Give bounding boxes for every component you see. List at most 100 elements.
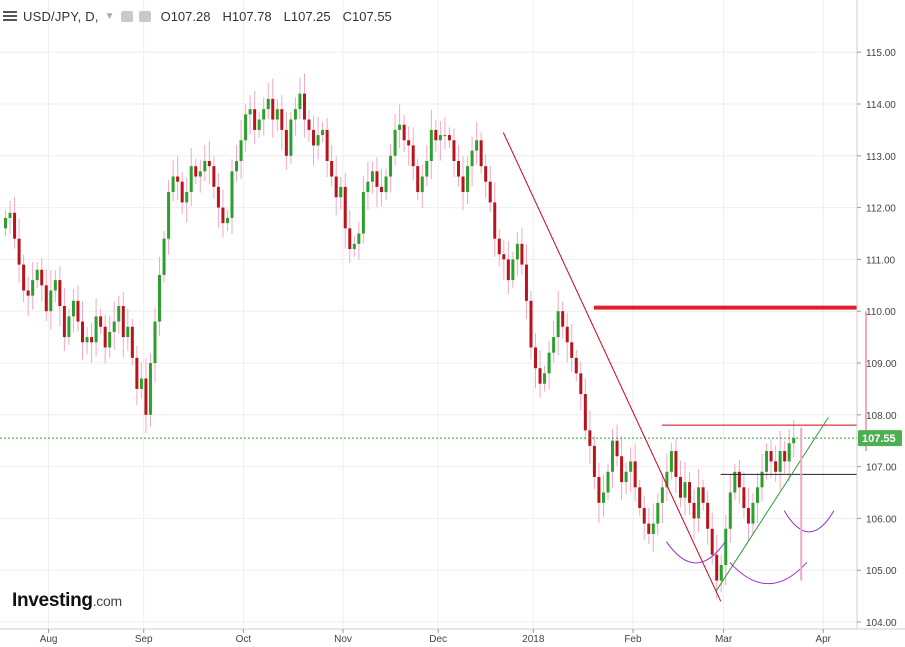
candle-body	[787, 443, 791, 462]
candle-body	[420, 176, 424, 193]
candle-body	[35, 269, 39, 281]
candle	[58, 266, 62, 327]
candle	[683, 461, 687, 516]
time-axis[interactable]: Aug Sep Oct Nov Dec 2018 Feb Mar Apr	[40, 629, 832, 645]
candle-body	[103, 326, 107, 348]
candle-body	[470, 150, 474, 167]
candle	[402, 114, 406, 153]
candle-body	[130, 326, 134, 358]
candle-body	[552, 337, 556, 353]
candle-body	[746, 508, 750, 524]
candle	[357, 221, 361, 260]
candle-body	[760, 471, 764, 488]
y-tick-label: 107.00	[866, 463, 897, 474]
candle-body	[153, 321, 157, 363]
candle	[370, 161, 374, 194]
candle	[783, 441, 787, 474]
candle	[348, 210, 352, 264]
candle-body	[62, 306, 66, 338]
candle	[339, 177, 343, 210]
candle-body	[325, 129, 329, 161]
candle-body	[597, 476, 601, 503]
candle-body	[49, 290, 53, 312]
eye-icon[interactable]	[138, 10, 151, 22]
candle	[257, 111, 261, 138]
candle	[429, 109, 433, 180]
candle	[366, 161, 370, 211]
candle-body	[706, 502, 710, 529]
candle	[515, 231, 519, 276]
candle	[570, 324, 574, 372]
candle	[697, 469, 701, 533]
candle	[8, 200, 12, 235]
candle	[271, 78, 275, 138]
menu-icon[interactable]	[3, 9, 17, 23]
price-axis[interactable]: 104.00 105.00 106.00 107.00 108.00 109.00 110.…	[857, 48, 897, 629]
candle	[35, 261, 39, 288]
y-tick-label: 105.00	[866, 566, 897, 577]
candle	[85, 327, 89, 355]
candle	[751, 493, 755, 536]
candle-body	[389, 155, 393, 177]
candle	[103, 314, 107, 364]
candle	[13, 196, 17, 249]
candle	[420, 164, 424, 209]
candle-body	[307, 119, 311, 130]
candle-body	[656, 502, 660, 524]
candle	[275, 99, 279, 132]
candle-body	[316, 135, 320, 146]
candle-body	[357, 233, 361, 244]
candle-body	[398, 124, 402, 130]
settings-icon[interactable]	[120, 10, 133, 22]
candle-body	[366, 181, 370, 193]
candle-body	[207, 160, 211, 167]
candle	[606, 464, 610, 501]
candle-body	[266, 98, 270, 110]
candle-body	[180, 181, 184, 203]
candle-body	[171, 176, 175, 193]
candle	[312, 115, 316, 166]
candle-body	[112, 321, 116, 332]
candle-body	[615, 440, 619, 457]
candle	[792, 419, 796, 458]
candle-body	[669, 451, 673, 472]
symbol-name[interactable]: USD/JPY	[23, 8, 78, 24]
candle	[497, 228, 501, 267]
interval-label[interactable]: D	[85, 8, 95, 24]
candle-body	[765, 451, 769, 472]
candle	[108, 315, 112, 358]
candle	[352, 236, 356, 257]
candle-body	[121, 306, 125, 338]
candle	[511, 251, 515, 288]
gridlines	[0, 0, 857, 629]
candle	[534, 333, 538, 389]
candle-body	[4, 217, 7, 229]
candle	[298, 77, 302, 120]
candle	[130, 318, 134, 366]
candle-body	[212, 166, 216, 187]
y-tick-label: 104.00	[866, 618, 897, 629]
candle-body	[90, 337, 94, 343]
candle	[325, 117, 329, 178]
candle-body	[348, 228, 352, 250]
candle-body	[144, 378, 148, 415]
candle-body	[452, 140, 456, 161]
candle	[198, 159, 202, 193]
candle	[189, 148, 193, 207]
candle	[470, 136, 474, 187]
candle	[26, 276, 30, 316]
candle-body	[570, 342, 574, 358]
candle	[411, 127, 415, 181]
candle	[719, 555, 723, 593]
uptrend-line[interactable]	[715, 417, 829, 592]
chevron-down-icon[interactable]: ▼	[104, 10, 115, 22]
candle-body	[284, 129, 288, 156]
symbol-label[interactable]: USD/JPY, D,	[23, 8, 99, 24]
downtrend-line[interactable]	[502, 132, 722, 602]
candle-body	[257, 119, 261, 130]
candle-body	[198, 171, 202, 177]
candle	[769, 439, 773, 478]
candle	[678, 460, 682, 508]
candle-body	[447, 135, 451, 141]
